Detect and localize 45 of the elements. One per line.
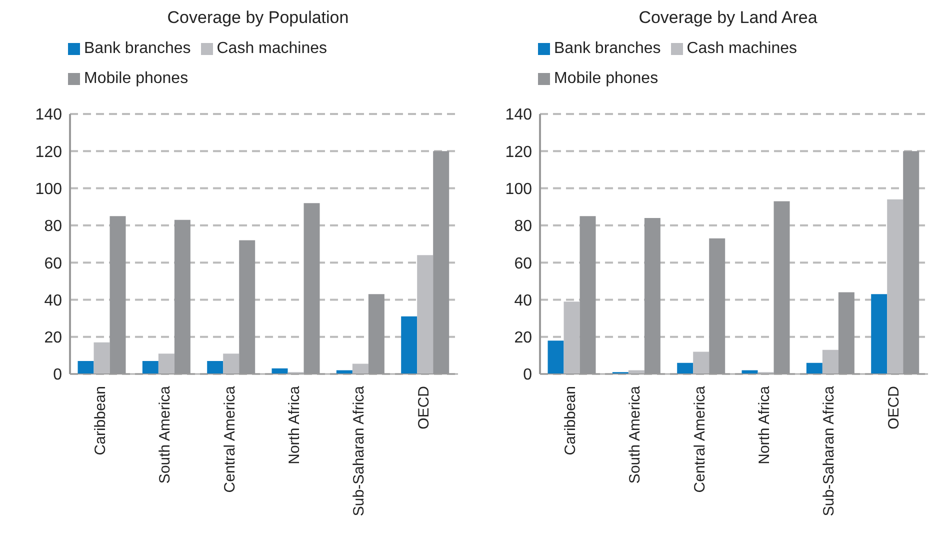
y-tick-label: 80 — [44, 218, 62, 236]
x-tick-label: Caribbean — [562, 386, 579, 456]
x-tick-label: Caribbean — [92, 386, 109, 456]
legend-label: Cash machines — [216, 40, 328, 57]
y-tick-label: 60 — [44, 255, 62, 272]
y-tick-label: 0 — [53, 366, 62, 384]
bar — [401, 316, 418, 374]
y-tick-label: 0 — [523, 366, 532, 384]
legend-label: Mobile phones — [84, 70, 188, 87]
y-tick-label: 20 — [514, 330, 532, 347]
y-tick-label: 20 — [44, 330, 62, 347]
y-tick-label: 140 — [35, 106, 62, 124]
bar — [78, 361, 94, 374]
y-tick-label: 100 — [35, 180, 62, 198]
x-tick-label: Central America — [221, 385, 238, 493]
y-tick-label: 40 — [44, 292, 62, 310]
bar — [142, 361, 158, 374]
y-tick-label: 80 — [514, 218, 532, 236]
y-tick-label: 40 — [514, 292, 532, 310]
legend-label: Bank branches — [84, 40, 191, 57]
x-tick-label: OECD — [885, 386, 902, 430]
bar — [207, 361, 224, 374]
bar — [272, 368, 288, 374]
chart-title: Coverage by Population — [166, 8, 350, 29]
y-tick-label: 140 — [505, 106, 532, 124]
y-tick-label: 120 — [35, 144, 62, 161]
bar — [806, 362, 822, 374]
x-tick-label: Sub-Saharan Africa — [350, 385, 368, 516]
bar — [548, 340, 564, 374]
x-tick-label: Sub-Saharan Africa — [820, 385, 838, 516]
x-tick-label: North Africa — [756, 385, 773, 464]
x-tick-label: South America — [156, 385, 174, 484]
y-tick-label: 120 — [505, 144, 532, 161]
x-tick-label: South America — [626, 385, 644, 484]
x-tick-label: OECD — [415, 386, 432, 430]
legend-label: Cash machines — [686, 40, 798, 57]
x-tick-label: North Africa — [286, 385, 303, 464]
legend-label: Mobile phones — [554, 70, 658, 87]
bar — [677, 362, 694, 374]
y-tick-label: 100 — [505, 180, 532, 198]
y-tick-label: 60 — [514, 255, 532, 272]
x-tick-label: Central America — [691, 385, 708, 493]
chart-title: Coverage by Land Area — [638, 8, 818, 29]
legend-label: Bank branches — [554, 40, 661, 57]
bar — [871, 294, 888, 374]
